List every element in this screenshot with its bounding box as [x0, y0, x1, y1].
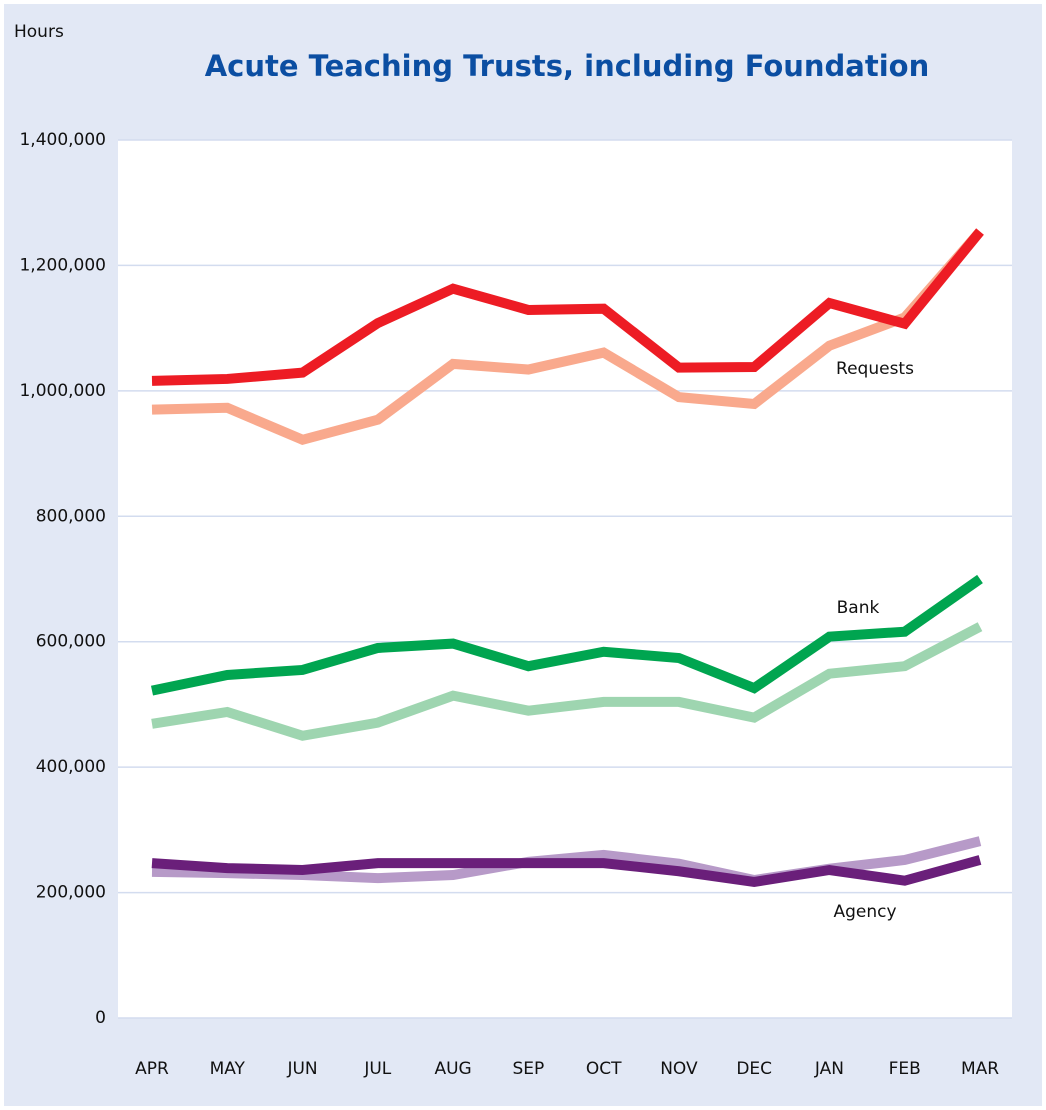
x-tick-label: AUG	[434, 1059, 471, 1079]
series-line	[151, 228, 984, 446]
annotation: Requests	[836, 359, 914, 379]
series-line	[150, 574, 983, 696]
x-tick-label: APR	[135, 1059, 169, 1079]
plot-area	[118, 140, 1012, 1018]
x-tick-label: MAY	[210, 1059, 246, 1079]
x-tick-label: JAN	[814, 1059, 844, 1079]
x-tick-label: MAR	[961, 1059, 999, 1079]
x-tick-label: JUL	[363, 1059, 391, 1079]
annotation: Bank	[837, 598, 880, 618]
series-line	[151, 228, 984, 386]
y-tick-label: 1,000,000	[19, 381, 106, 401]
chart-title: Acute Teaching Trusts, including Foundat…	[205, 49, 930, 83]
x-tick-label: FEB	[889, 1059, 921, 1079]
x-tick-label: JUN	[286, 1059, 317, 1079]
y-tick-label: 200,000	[36, 883, 106, 903]
x-tick-label: DEC	[736, 1059, 772, 1079]
y-tick-label: 400,000	[36, 757, 106, 777]
y-tick-label: 0	[95, 1008, 106, 1028]
y-tick-label: 1,200,000	[19, 255, 106, 275]
annotation: Agency	[833, 902, 896, 922]
y-tick-label: 1,400,000	[19, 130, 106, 150]
series-line	[151, 855, 982, 887]
y-tick-label: 800,000	[36, 506, 106, 526]
x-tick-label: OCT	[586, 1059, 622, 1079]
y-tick-label: 600,000	[36, 632, 106, 652]
y-axis-label: Hours	[14, 22, 64, 42]
x-tick-label: SEP	[512, 1059, 544, 1079]
series-line	[151, 622, 983, 741]
x-tick-label: NOV	[660, 1059, 698, 1079]
